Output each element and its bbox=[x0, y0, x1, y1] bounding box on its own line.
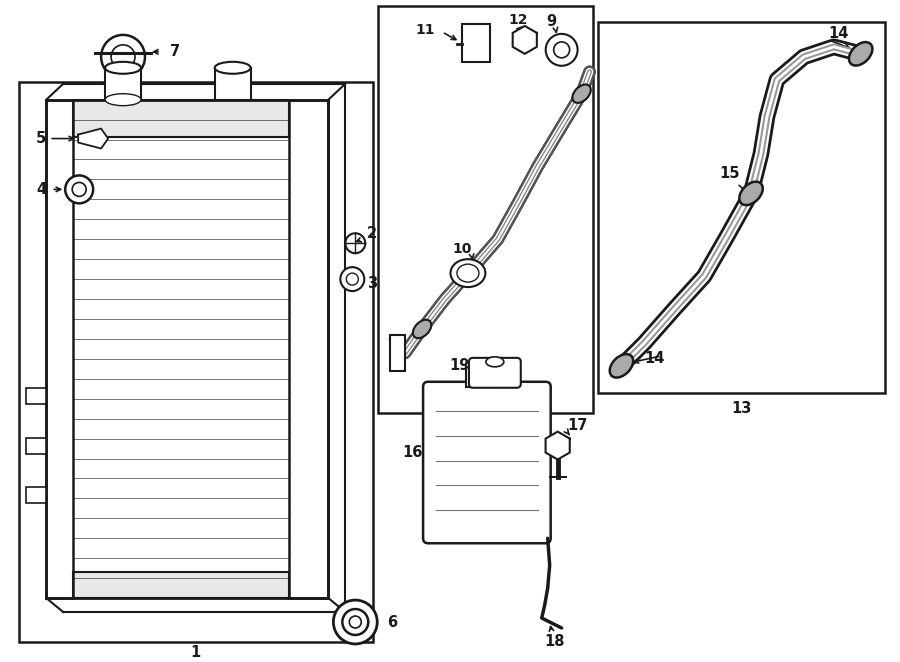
Text: 14: 14 bbox=[644, 352, 664, 366]
Text: 9: 9 bbox=[387, 336, 397, 350]
Text: 2: 2 bbox=[367, 226, 377, 241]
Ellipse shape bbox=[849, 42, 872, 66]
Ellipse shape bbox=[609, 354, 634, 377]
Ellipse shape bbox=[215, 62, 250, 73]
Text: 1: 1 bbox=[191, 645, 201, 661]
Bar bbox=[26, 388, 46, 404]
Ellipse shape bbox=[739, 181, 763, 205]
Ellipse shape bbox=[465, 360, 493, 370]
Circle shape bbox=[333, 600, 377, 644]
Polygon shape bbox=[289, 100, 328, 598]
Ellipse shape bbox=[105, 94, 141, 106]
Text: 12: 12 bbox=[508, 13, 527, 27]
Text: 17: 17 bbox=[567, 418, 588, 433]
Bar bbox=[215, 68, 250, 100]
Text: 9: 9 bbox=[546, 15, 557, 29]
Bar bbox=[20, 81, 374, 642]
Bar bbox=[26, 438, 46, 453]
Polygon shape bbox=[46, 100, 73, 598]
Circle shape bbox=[545, 34, 578, 66]
Bar bbox=[378, 6, 592, 412]
Text: 8: 8 bbox=[480, 399, 490, 413]
Circle shape bbox=[340, 267, 364, 291]
Circle shape bbox=[101, 35, 145, 79]
Text: 13: 13 bbox=[731, 401, 752, 416]
Text: 19: 19 bbox=[450, 358, 470, 373]
Ellipse shape bbox=[486, 357, 504, 367]
Bar bbox=[26, 487, 46, 503]
Text: 3: 3 bbox=[367, 275, 377, 291]
Polygon shape bbox=[73, 572, 289, 598]
Bar bbox=[462, 24, 490, 62]
Circle shape bbox=[65, 175, 93, 203]
Polygon shape bbox=[73, 100, 289, 136]
Polygon shape bbox=[73, 100, 289, 598]
Polygon shape bbox=[78, 128, 108, 148]
Ellipse shape bbox=[457, 264, 479, 282]
Polygon shape bbox=[513, 26, 536, 54]
Text: 5: 5 bbox=[36, 131, 47, 146]
Bar bbox=[105, 68, 141, 100]
Text: 18: 18 bbox=[544, 634, 565, 649]
Text: 14: 14 bbox=[829, 26, 849, 42]
Ellipse shape bbox=[413, 320, 431, 338]
Ellipse shape bbox=[105, 62, 141, 73]
Text: 10: 10 bbox=[453, 242, 472, 256]
Text: 7: 7 bbox=[170, 44, 180, 60]
Ellipse shape bbox=[572, 85, 590, 103]
Text: 6: 6 bbox=[387, 614, 397, 630]
FancyBboxPatch shape bbox=[423, 382, 551, 544]
Text: 11: 11 bbox=[415, 23, 435, 37]
Polygon shape bbox=[545, 432, 570, 459]
Ellipse shape bbox=[451, 259, 485, 287]
Bar bbox=[391, 335, 405, 371]
Text: 15: 15 bbox=[719, 166, 740, 181]
Bar bbox=[465, 365, 493, 387]
Circle shape bbox=[342, 609, 368, 635]
Bar bbox=[598, 22, 885, 393]
Text: 16: 16 bbox=[402, 445, 422, 460]
Text: 4: 4 bbox=[36, 182, 47, 197]
FancyBboxPatch shape bbox=[469, 358, 521, 388]
